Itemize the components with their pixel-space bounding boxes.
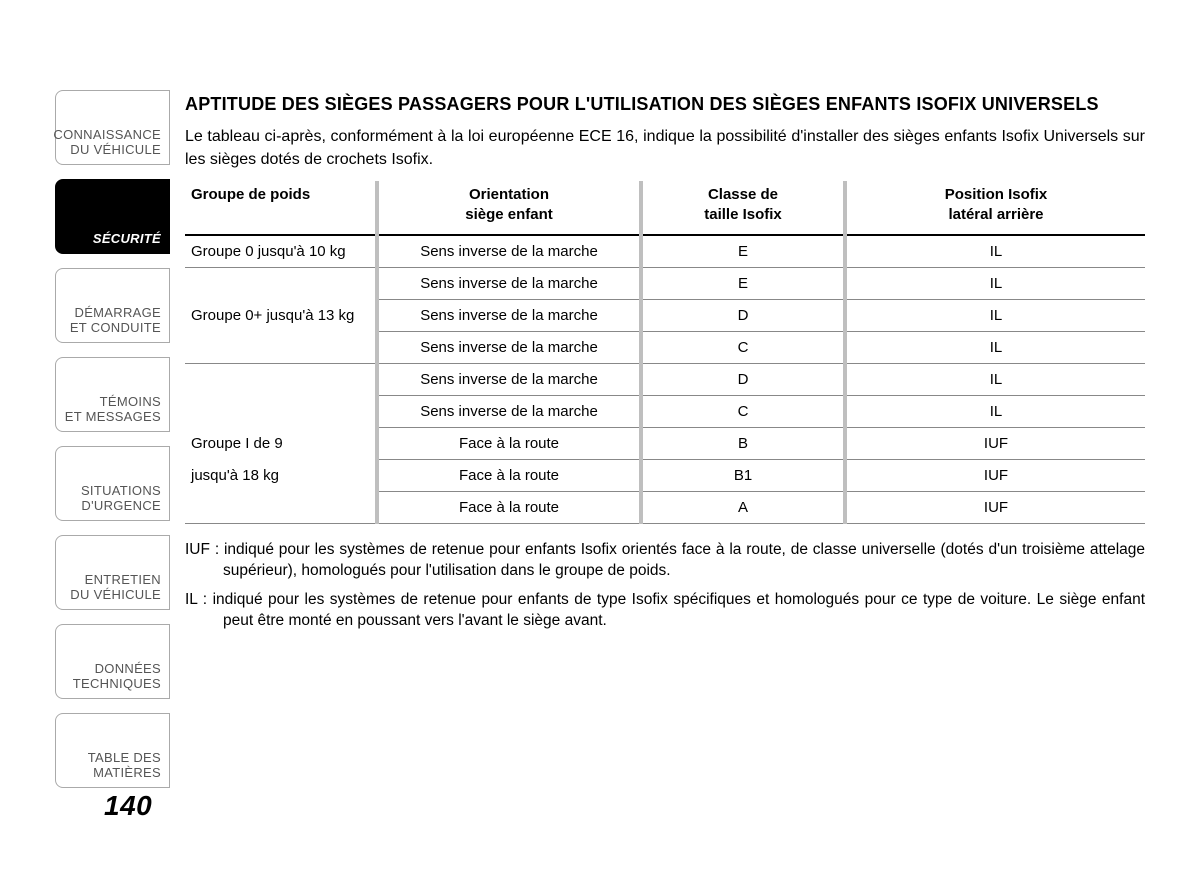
tab-label: TECHNIQUES — [73, 677, 161, 692]
table-row: Sens inverse de la marche C IL — [185, 396, 1145, 428]
cell-classe: E — [643, 235, 843, 268]
tab-securite[interactable]: SÉCURITÉ — [55, 179, 170, 254]
cell-orient: Sens inverse de la marche — [379, 235, 639, 268]
cell-group: Groupe 0+ jusqu'à 13 kg — [185, 300, 375, 332]
table-row: Sens inverse de la marche D IL — [185, 364, 1145, 396]
tab-urgence[interactable]: SITUATIONS D'URGENCE — [55, 446, 170, 521]
tab-label: TABLE DES MATIÈRES — [56, 751, 161, 781]
table-row: Groupe I de 9 Face à la route B IUF — [185, 428, 1145, 460]
cell-orient: Sens inverse de la marche — [379, 364, 639, 396]
cell-pos: IL — [847, 364, 1145, 396]
cell-classe: E — [643, 268, 843, 300]
tab-label: ET CONDUITE — [70, 321, 161, 336]
tab-demarrage[interactable]: DÉMARRAGE ET CONDUITE — [55, 268, 170, 343]
cell-classe: C — [643, 396, 843, 428]
cell-orient: Sens inverse de la marche — [379, 300, 639, 332]
cell-orient: Face à la route — [379, 492, 639, 524]
cell-orient: Sens inverse de la marche — [379, 332, 639, 364]
cell-orient: Face à la route — [379, 460, 639, 492]
cell-group: jusqu'à 18 kg — [185, 460, 375, 492]
tab-matieres[interactable]: TABLE DES MATIÈRES — [55, 713, 170, 788]
cell-pos: IUF — [847, 428, 1145, 460]
tab-temoins[interactable]: TÉMOINS ET MESSAGES — [55, 357, 170, 432]
tab-donnees[interactable]: DONNÉES TECHNIQUES — [55, 624, 170, 699]
table-row: Groupe 0+ jusqu'à 13 kg Sens inverse de … — [185, 300, 1145, 332]
cell-pos: IL — [847, 235, 1145, 268]
cell-pos: IUF — [847, 492, 1145, 524]
cell-classe: B1 — [643, 460, 843, 492]
tab-label: ET MESSAGES — [65, 410, 161, 425]
cell-pos: IL — [847, 332, 1145, 364]
tab-label: SÉCURITÉ — [93, 232, 161, 247]
page-number: 140 — [104, 790, 152, 822]
col-header-classe: Classe de taille Isofix — [643, 181, 843, 235]
cell-pos: IL — [847, 268, 1145, 300]
tab-label: ENTRETIEN — [85, 573, 161, 588]
table-row: Face à la route A IUF — [185, 492, 1145, 524]
col-header-group: Groupe de poids — [185, 181, 375, 235]
intro-text: Le tableau ci-après, conformément à la l… — [185, 126, 1145, 171]
cell-orient: Sens inverse de la marche — [379, 268, 639, 300]
tab-entretien[interactable]: ENTRETIEN DU VÉHICULE — [55, 535, 170, 610]
tab-label: DÉMARRAGE — [75, 306, 162, 321]
tab-label: D'URGENCE — [81, 499, 161, 514]
table-row: Groupe 0 jusqu'à 10 kg Sens inverse de l… — [185, 235, 1145, 268]
col-header-orientation: Orientation siège enfant — [379, 181, 639, 235]
cell-pos: IL — [847, 300, 1145, 332]
cell-group: Groupe I de 9 — [185, 428, 375, 460]
tab-label: DONNÉES — [95, 662, 161, 677]
tab-label: DU VÉHICULE — [70, 588, 161, 603]
cell-classe: D — [643, 364, 843, 396]
tab-label: TÉMOINS — [100, 395, 161, 410]
table-row: Sens inverse de la marche C IL — [185, 332, 1145, 364]
tab-label: DU VÉHICULE — [70, 143, 161, 158]
isofix-table: Groupe de poids Orientation siège enfant… — [185, 181, 1145, 524]
table-row: jusqu'à 18 kg Face à la route B1 IUF — [185, 460, 1145, 492]
cell-orient: Sens inverse de la marche — [379, 396, 639, 428]
cell-classe: A — [643, 492, 843, 524]
def-iuf: IUF : indiqué pour les systèmes de reten… — [185, 540, 1145, 582]
cell-pos: IUF — [847, 460, 1145, 492]
cell-pos: IL — [847, 396, 1145, 428]
definitions: IUF : indiqué pour les systèmes de reten… — [185, 540, 1145, 632]
main-content: APTITUDE DES SIÈGES PASSAGERS POUR L'UTI… — [185, 90, 1145, 802]
cell-classe: B — [643, 428, 843, 460]
cell-classe: D — [643, 300, 843, 332]
section-title: APTITUDE DES SIÈGES PASSAGERS POUR L'UTI… — [185, 92, 1145, 116]
tab-label: CONNAISSANCE — [53, 128, 161, 143]
tab-connaissance[interactable]: CONNAISSANCE DU VÉHICULE — [55, 90, 170, 165]
cell-group: Groupe 0 jusqu'à 10 kg — [185, 235, 375, 268]
cell-classe: C — [643, 332, 843, 364]
cell-orient: Face à la route — [379, 428, 639, 460]
sidebar-nav: CONNAISSANCE DU VÉHICULE SÉCURITÉ DÉMARR… — [55, 90, 170, 802]
def-il: IL : indiqué pour les systèmes de retenu… — [185, 590, 1145, 632]
col-header-position: Position Isofix latéral arrière — [847, 181, 1145, 235]
table-row: Sens inverse de la marche E IL — [185, 268, 1145, 300]
tab-label: SITUATIONS — [81, 484, 161, 499]
